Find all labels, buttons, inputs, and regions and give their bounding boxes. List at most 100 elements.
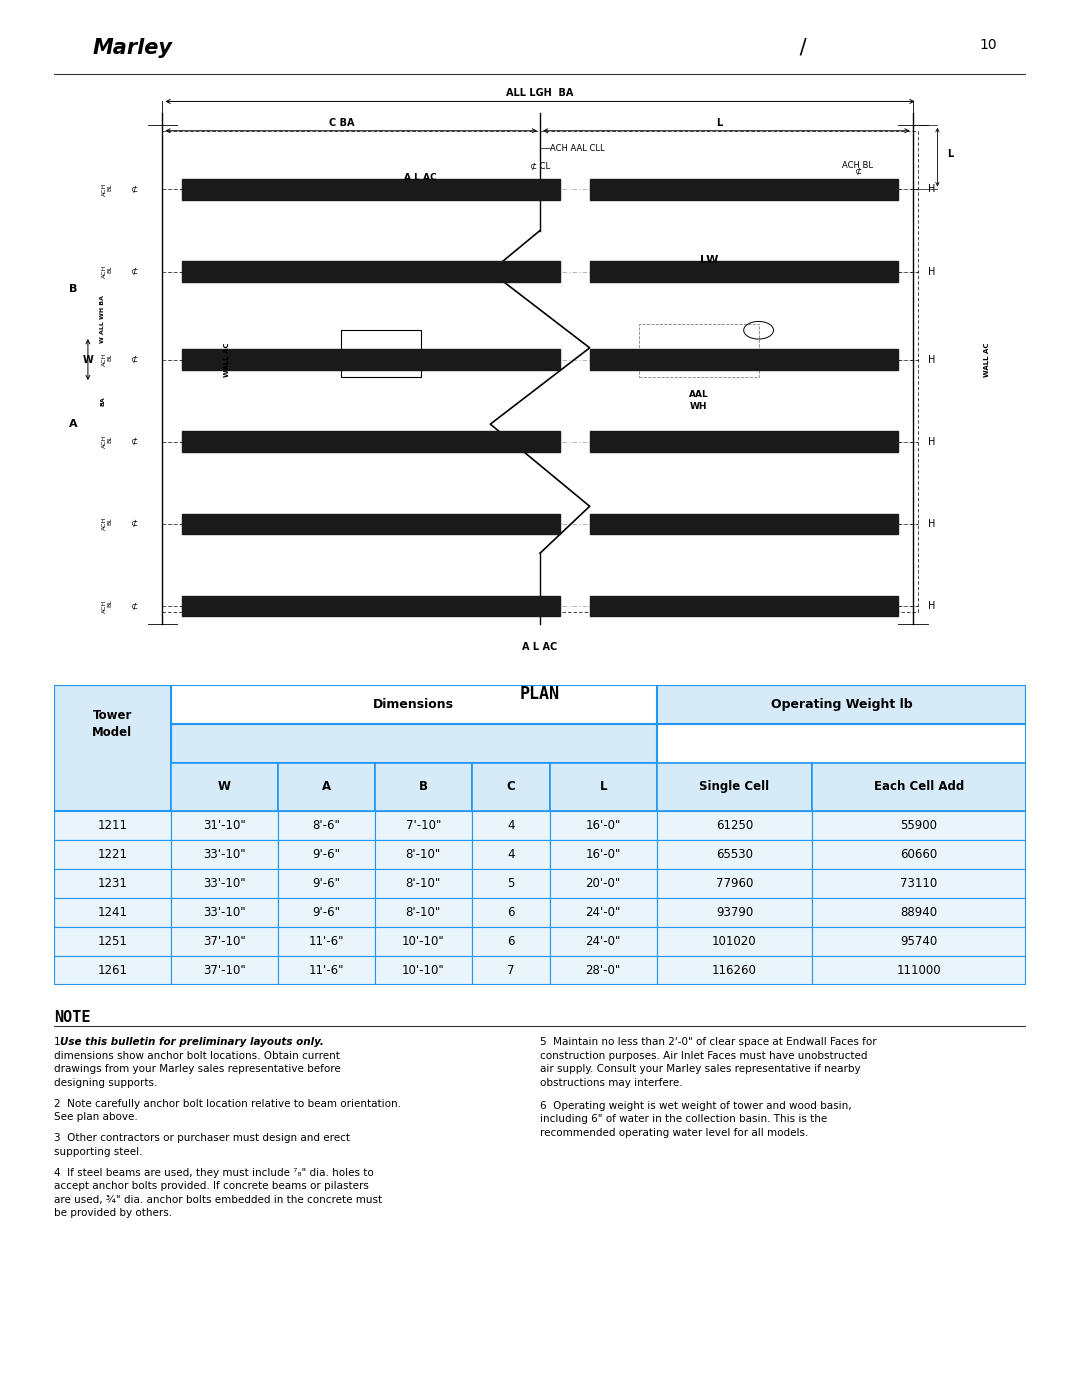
Bar bbox=[550, 840, 657, 869]
Bar bbox=[278, 869, 375, 898]
Text: AAL
WH: AAL WH bbox=[689, 390, 708, 411]
Text: Operating Weight lb: Operating Weight lb bbox=[770, 697, 913, 711]
Text: 37'-10": 37'-10" bbox=[203, 935, 245, 947]
Bar bbox=[812, 810, 1026, 840]
Text: A L AC: A L AC bbox=[523, 643, 557, 652]
Text: 31'-10": 31'-10" bbox=[203, 819, 245, 831]
Text: A: A bbox=[322, 780, 330, 793]
Bar bbox=[171, 840, 278, 869]
Bar bbox=[183, 261, 559, 282]
Bar bbox=[183, 595, 559, 616]
Text: 4: 4 bbox=[508, 848, 514, 861]
Text: H: H bbox=[928, 518, 935, 529]
Bar bbox=[375, 898, 472, 926]
Text: 7'-10": 7'-10" bbox=[406, 819, 441, 831]
Text: ACH BL: ACH BL bbox=[842, 162, 874, 170]
Bar bbox=[54, 685, 171, 763]
Bar bbox=[171, 763, 278, 810]
Text: recommended operating water level for all models.: recommended operating water level for al… bbox=[540, 1127, 808, 1137]
Text: ACH AAL CLL: ACH AAL CLL bbox=[550, 144, 605, 152]
Text: ⊄: ⊄ bbox=[131, 520, 137, 528]
Bar bbox=[657, 898, 812, 926]
Text: are used, ¾" dia. anchor bolts embedded in the concrete must: are used, ¾" dia. anchor bolts embedded … bbox=[54, 1194, 382, 1204]
Text: 16'-0": 16'-0" bbox=[585, 848, 621, 861]
Text: 9'-6": 9'-6" bbox=[312, 848, 340, 861]
Text: ⊄: ⊄ bbox=[131, 267, 137, 277]
Text: ⊄: ⊄ bbox=[131, 602, 137, 610]
Bar bbox=[639, 324, 758, 377]
Bar bbox=[171, 898, 278, 926]
Bar bbox=[171, 724, 657, 763]
Bar bbox=[657, 810, 812, 840]
Bar bbox=[812, 840, 1026, 869]
Text: 1261: 1261 bbox=[97, 964, 127, 977]
Text: B: B bbox=[69, 284, 77, 295]
Text: WALL AC: WALL AC bbox=[224, 342, 230, 377]
Bar bbox=[171, 926, 278, 956]
Text: 24'-0": 24'-0" bbox=[585, 935, 621, 947]
Text: 116260: 116260 bbox=[712, 964, 757, 977]
Bar bbox=[550, 926, 657, 956]
Text: ⊄: ⊄ bbox=[131, 437, 137, 446]
Bar bbox=[657, 763, 812, 810]
Text: 6: 6 bbox=[508, 905, 514, 919]
Text: air supply. Consult your Marley sales representative if nearby: air supply. Consult your Marley sales re… bbox=[540, 1065, 861, 1074]
Text: B: B bbox=[419, 780, 428, 793]
Text: L: L bbox=[947, 149, 954, 159]
Text: 73110: 73110 bbox=[901, 877, 937, 890]
Text: LW: LW bbox=[700, 254, 718, 265]
Text: 20'-0": 20'-0" bbox=[585, 877, 621, 890]
Text: 1211: 1211 bbox=[97, 819, 127, 831]
Bar bbox=[812, 869, 1026, 898]
Bar bbox=[171, 869, 278, 898]
Bar bbox=[183, 349, 559, 370]
Text: 8'-10": 8'-10" bbox=[406, 848, 441, 861]
Text: 111000: 111000 bbox=[896, 964, 942, 977]
Text: 101020: 101020 bbox=[712, 935, 757, 947]
Text: 11'-6": 11'-6" bbox=[309, 964, 343, 977]
Text: W ALL WH BA: W ALL WH BA bbox=[100, 295, 106, 342]
Bar bbox=[590, 595, 897, 616]
Text: 10: 10 bbox=[980, 38, 997, 53]
Text: 6  Operating weight is wet weight of tower and wood basin,: 6 Operating weight is wet weight of towe… bbox=[540, 1101, 852, 1111]
Bar bbox=[550, 810, 657, 840]
Bar bbox=[171, 810, 278, 840]
Text: 95740: 95740 bbox=[901, 935, 937, 947]
Text: 10'-10": 10'-10" bbox=[402, 935, 445, 947]
Text: 8'-10": 8'-10" bbox=[406, 905, 441, 919]
Text: H: H bbox=[928, 355, 935, 365]
Text: Tower
Model: Tower Model bbox=[92, 708, 133, 739]
Text: including 6" of water in the collection basin. This is the: including 6" of water in the collection … bbox=[540, 1115, 827, 1125]
Bar bbox=[472, 840, 550, 869]
Bar bbox=[375, 840, 472, 869]
Text: 4: 4 bbox=[508, 819, 514, 831]
Bar bbox=[375, 869, 472, 898]
Bar bbox=[54, 926, 171, 956]
Bar bbox=[657, 685, 1026, 724]
Text: 1251: 1251 bbox=[97, 935, 127, 947]
Bar bbox=[657, 869, 812, 898]
Text: /: / bbox=[793, 38, 813, 59]
Text: 5: 5 bbox=[508, 877, 514, 890]
Text: drawings from your Marley sales representative before: drawings from your Marley sales represen… bbox=[54, 1065, 341, 1074]
Text: ACH
BL: ACH BL bbox=[102, 353, 112, 366]
Text: ACH
BL: ACH BL bbox=[102, 434, 112, 448]
Text: 9'-6": 9'-6" bbox=[312, 877, 340, 890]
Text: ACH
BL: ACH BL bbox=[102, 517, 112, 531]
Bar bbox=[278, 840, 375, 869]
Text: 8'-6": 8'-6" bbox=[312, 819, 340, 831]
Text: 24'-0": 24'-0" bbox=[585, 905, 621, 919]
Bar bbox=[472, 810, 550, 840]
Bar bbox=[472, 926, 550, 956]
Bar bbox=[812, 956, 1026, 985]
Bar bbox=[657, 956, 812, 985]
Text: A L AC: A L AC bbox=[404, 173, 437, 182]
Text: ACH
BL: ACH BL bbox=[102, 599, 112, 613]
Text: obstructions may interfere.: obstructions may interfere. bbox=[540, 1077, 683, 1088]
Text: ACH
BL: ACH BL bbox=[102, 183, 112, 196]
Bar bbox=[550, 763, 657, 810]
Text: ALL LGH  BA: ALL LGH BA bbox=[507, 88, 573, 99]
Bar bbox=[171, 956, 278, 985]
Text: 1231: 1231 bbox=[97, 877, 127, 890]
Text: ⊄ CL: ⊄ CL bbox=[530, 162, 550, 170]
